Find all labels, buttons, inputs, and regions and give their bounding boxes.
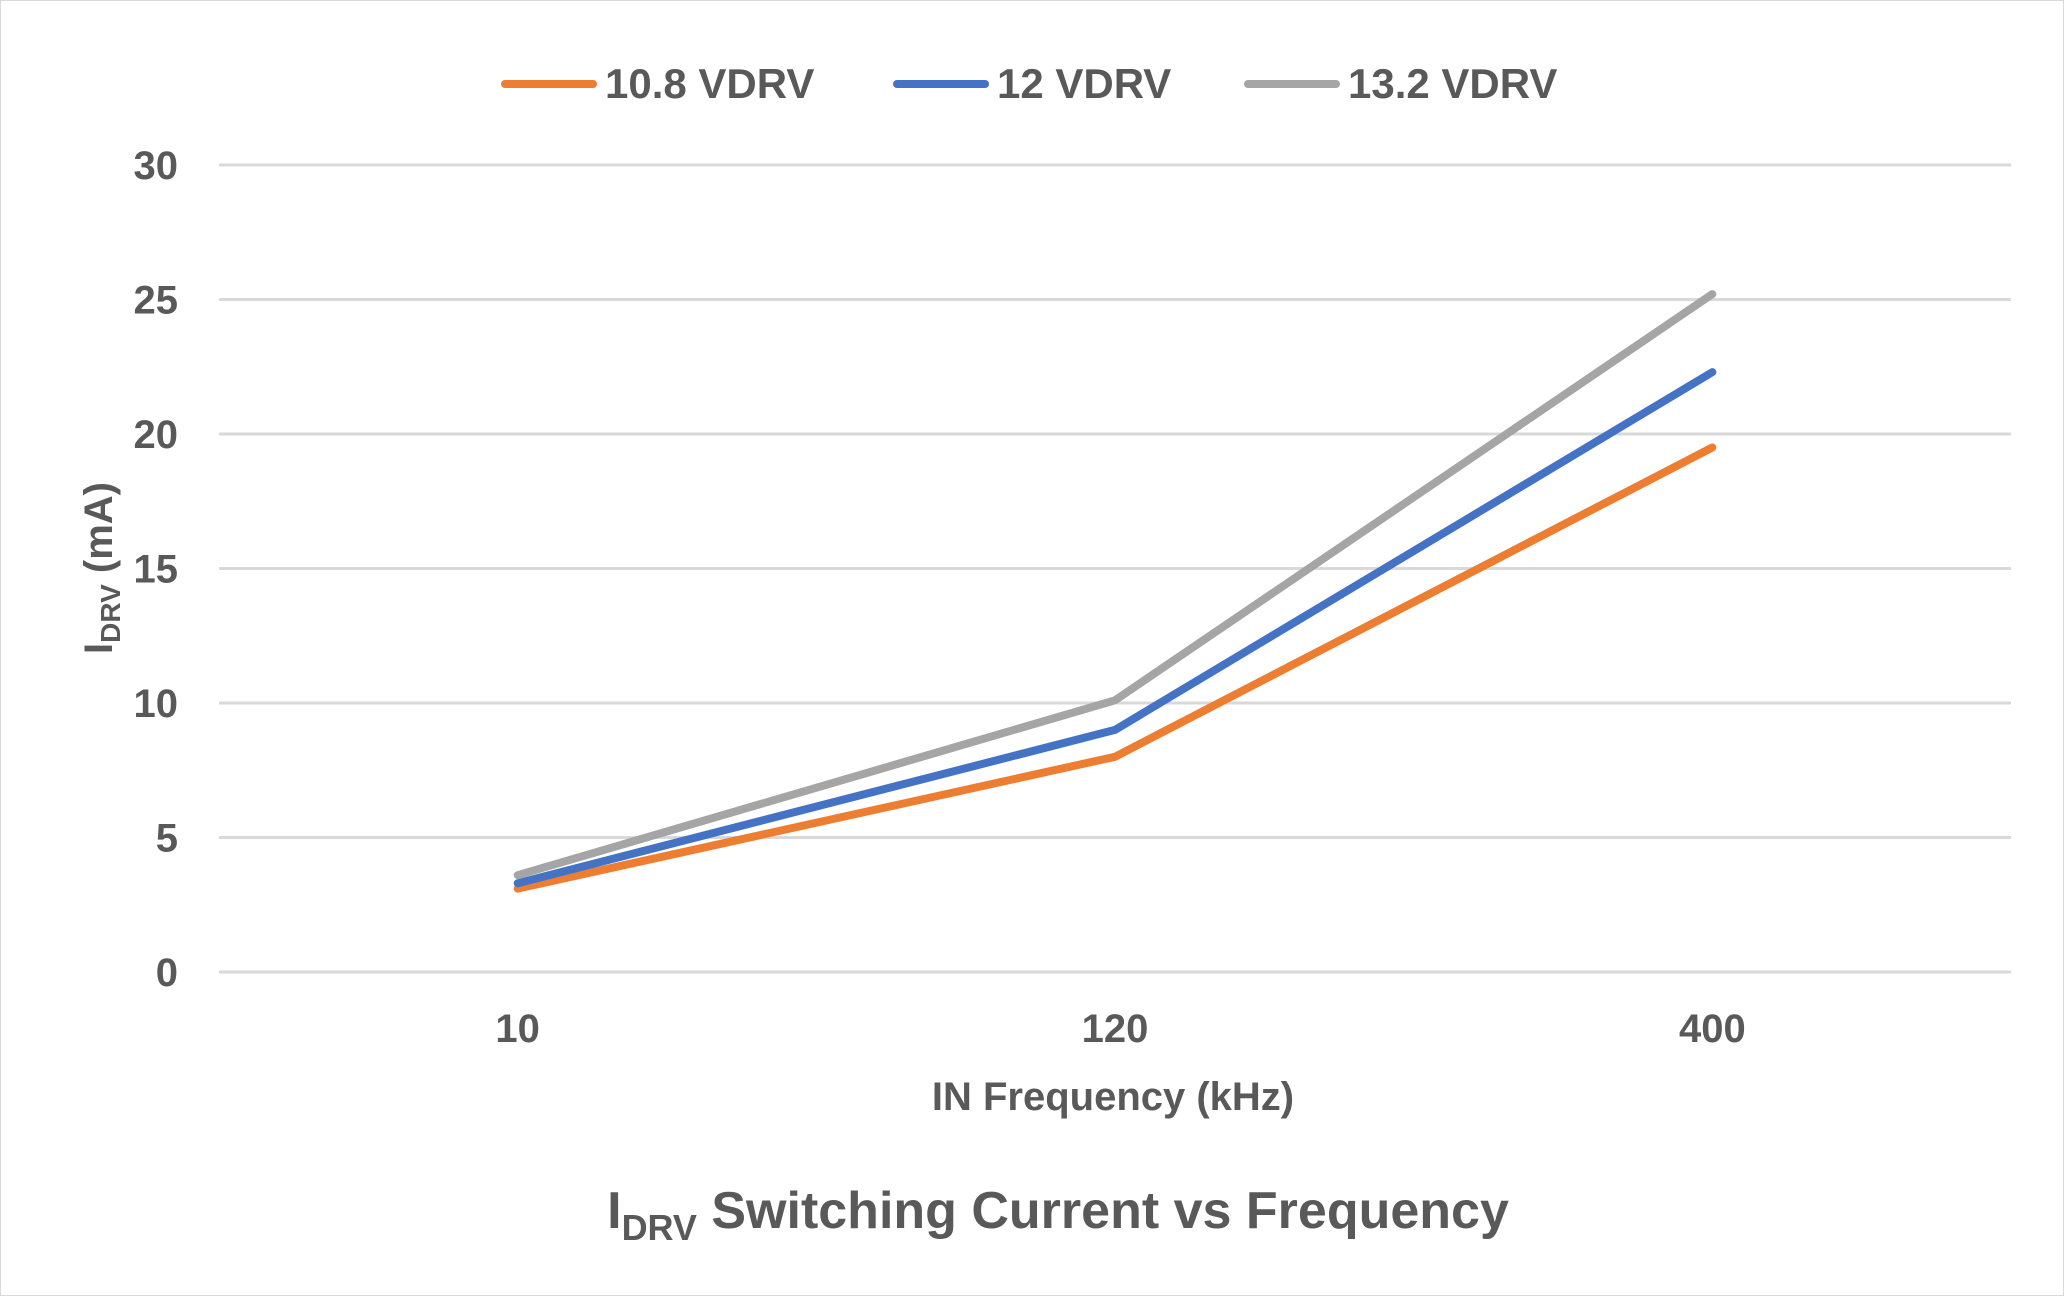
y-tick-labels: 0 5 10 15 20 25 30 bbox=[134, 144, 179, 995]
y-tick-label: 30 bbox=[134, 144, 179, 188]
x-tick-labels: 10 120 400 bbox=[495, 1007, 1745, 1051]
x-axis-title: IN Frequency (kHz) bbox=[932, 1075, 1294, 1119]
x-tick-label: 120 bbox=[1082, 1007, 1149, 1051]
legend-label: 12 VDRV bbox=[997, 60, 1171, 107]
legend: 10.8 VDRV 12 VDRV 13.2 VDRV bbox=[501, 60, 1557, 107]
legend-label: 13.2 VDRV bbox=[1348, 60, 1557, 107]
series-lines bbox=[513, 290, 1717, 893]
y-tick-label: 0 bbox=[156, 951, 178, 995]
y-tick-label: 10 bbox=[134, 682, 179, 726]
y-tick-label: 15 bbox=[134, 548, 179, 592]
chart-title: IDRV Switching Current vs Frequency bbox=[607, 1182, 1509, 1248]
y-tick-label: 25 bbox=[134, 279, 179, 323]
x-tick-label: 400 bbox=[1679, 1007, 1746, 1051]
y-tick-label: 20 bbox=[134, 413, 179, 457]
legend-label: 10.8 VDRV bbox=[605, 60, 814, 107]
series-line-2 bbox=[513, 290, 1717, 880]
series-line-1 bbox=[513, 368, 1717, 888]
y-axis-title: IDRV (mA) bbox=[77, 482, 126, 654]
gridlines bbox=[219, 163, 2011, 974]
y-tick-label: 5 bbox=[156, 817, 178, 861]
x-tick-label: 10 bbox=[495, 1007, 540, 1051]
